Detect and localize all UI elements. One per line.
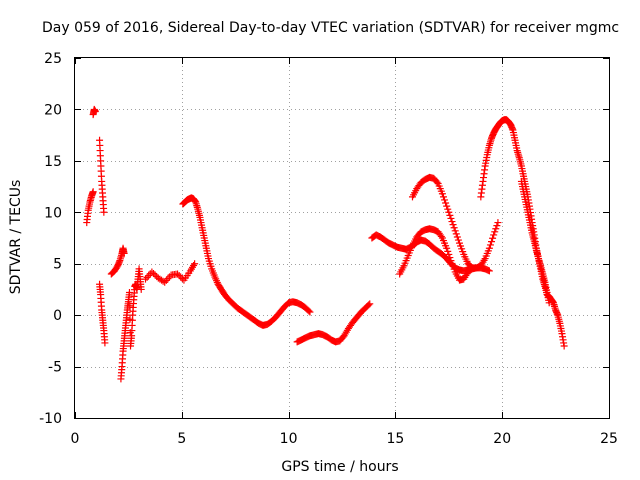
data-point (443, 244, 451, 252)
data-point (492, 225, 500, 233)
x-tick-label: 25 (600, 431, 618, 447)
data-point (545, 299, 553, 307)
data-point (485, 267, 493, 275)
data-point (446, 211, 454, 219)
data-point (446, 254, 454, 262)
x-tick-label: 0 (71, 431, 80, 447)
plot-frame (74, 57, 610, 419)
data-point (126, 302, 134, 310)
data-point (449, 221, 457, 229)
y-tick-label: -10 (39, 411, 62, 427)
x-axis-label: GPS time / hours (281, 459, 398, 475)
axis-ticks: 0 5 10 15 20 25 -10 -5 0 5 10 15 20 25 (39, 51, 618, 447)
series-seg-b (89, 105, 99, 119)
data-point (365, 301, 373, 309)
chart-title: Day 059 of 2016, Sidereal Day-to-day VTE… (42, 20, 619, 36)
y-tick-label: 0 (53, 308, 62, 324)
series-seg-i (293, 300, 374, 346)
data-point (100, 208, 108, 216)
data-point (439, 193, 447, 201)
data-point (137, 285, 145, 293)
data-point (149, 269, 157, 277)
data-point (493, 222, 501, 230)
data-point (445, 250, 453, 258)
series-seg-l (408, 173, 493, 275)
data-point (488, 238, 496, 246)
data-point (437, 232, 445, 240)
series-seg-j (368, 231, 476, 275)
y-tick-label: 5 (53, 257, 62, 273)
data-point (447, 214, 455, 222)
series-seg-a (83, 188, 97, 227)
x-tick-label: 10 (280, 431, 298, 447)
data-point (491, 228, 499, 236)
data-point (486, 241, 494, 249)
data-point (445, 208, 453, 216)
y-tick-label: 10 (44, 205, 62, 221)
series-seg-f (117, 265, 145, 383)
series-seg-c (96, 136, 108, 216)
y-tick-label: 25 (44, 51, 62, 67)
data-point (148, 268, 156, 276)
data-point (91, 107, 99, 115)
data-point (451, 227, 459, 235)
y-tick-label: -5 (48, 360, 62, 376)
x-tick-label: 20 (493, 431, 511, 447)
data-point (366, 300, 374, 308)
data-point (485, 244, 493, 252)
data-point (175, 272, 183, 280)
data-point (151, 271, 159, 279)
x-tick-label: 15 (386, 431, 404, 447)
data-point (101, 339, 109, 347)
data-point (191, 260, 199, 268)
data-point (454, 236, 462, 244)
data-point (120, 249, 128, 257)
data-point (306, 308, 314, 316)
data-point (453, 233, 461, 241)
data-point (560, 342, 568, 350)
series-seg-h (179, 194, 314, 329)
data-marks (83, 105, 568, 383)
data-point (305, 307, 313, 315)
series-seg-n (517, 177, 553, 307)
data-point (489, 234, 497, 242)
x-tick-label: 5 (177, 431, 186, 447)
data-point (448, 218, 456, 226)
series-seg-e (107, 244, 128, 278)
data-point (433, 178, 441, 186)
data-point (450, 224, 458, 232)
data-point (444, 205, 452, 213)
y-tick-label: 15 (44, 154, 62, 170)
data-point (441, 196, 449, 204)
data-point (177, 273, 185, 281)
data-point (89, 188, 97, 196)
data-point (490, 231, 498, 239)
data-point (443, 202, 451, 210)
data-point (452, 230, 460, 238)
data-point (174, 270, 182, 278)
data-point (494, 219, 502, 227)
y-tick-label: 20 (44, 102, 62, 118)
series-seg-g (141, 260, 199, 286)
data-point (178, 275, 186, 283)
data-point (444, 247, 452, 255)
data-point (438, 190, 446, 198)
y-axis-label: SDTVAR / TECUs (8, 180, 24, 295)
data-point (159, 277, 167, 285)
series-seg-d (96, 280, 109, 347)
data-point (442, 199, 450, 207)
